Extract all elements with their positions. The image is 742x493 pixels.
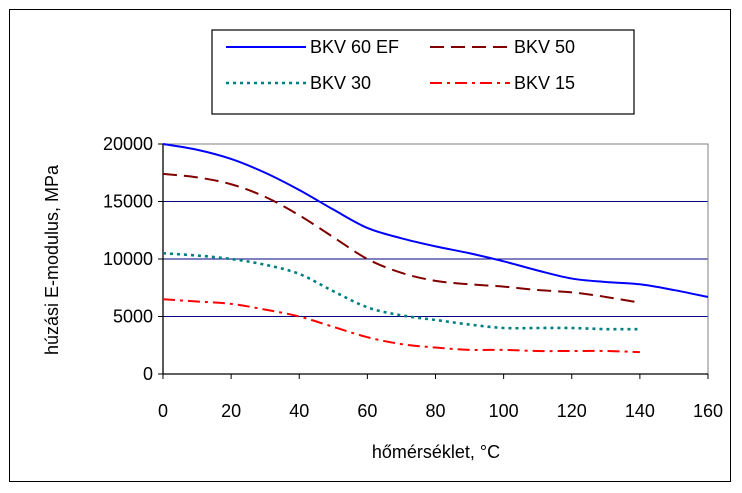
x-tick-label-2: 40	[289, 401, 309, 421]
x-tick-label-5: 100	[489, 401, 519, 421]
x-tick-label-1: 20	[221, 401, 241, 421]
gridlines	[163, 143, 708, 317]
legend-box	[211, 29, 635, 115]
series-lines	[162, 143, 709, 354]
legend: BKV 60 EF BKV 50 BKV 30 BKV 15	[211, 29, 635, 115]
series-line-2	[162, 251, 640, 331]
axes	[158, 143, 709, 379]
series-line-0	[162, 143, 709, 298]
y-axis-title: húzási E-modulus, MPa	[42, 164, 62, 355]
x-tick-label-4: 80	[425, 401, 445, 421]
series-line-3	[162, 298, 640, 354]
x-tick-label-0: 0	[158, 401, 168, 421]
legend-label-0: BKV 60 EF	[310, 37, 399, 57]
x-tick-label-8: 160	[693, 401, 723, 421]
legend-label-1: BKV 50	[514, 37, 575, 57]
x-tick-label-7: 140	[625, 401, 655, 421]
legend-label-3: BKV 15	[514, 73, 575, 93]
y-tick-label-3: 15000	[103, 192, 153, 212]
x-axis-title: hőmérséklet, °C	[372, 442, 500, 462]
y-tick-label-0: 0	[143, 364, 153, 384]
x-tick-label-3: 60	[357, 401, 377, 421]
y-tick-label-1: 5000	[113, 307, 153, 327]
y-tick-label-4: 20000	[103, 134, 153, 154]
x-tick-labels: 0 20 40 60 80 100 120 140 160	[158, 401, 723, 421]
x-tick-label-6: 120	[557, 401, 587, 421]
legend-label-2: BKV 30	[310, 73, 371, 93]
y-tick-label-2: 10000	[103, 249, 153, 269]
y-tick-labels: 0 5000 10000 15000 20000	[103, 134, 153, 384]
series-line-1	[162, 172, 641, 304]
